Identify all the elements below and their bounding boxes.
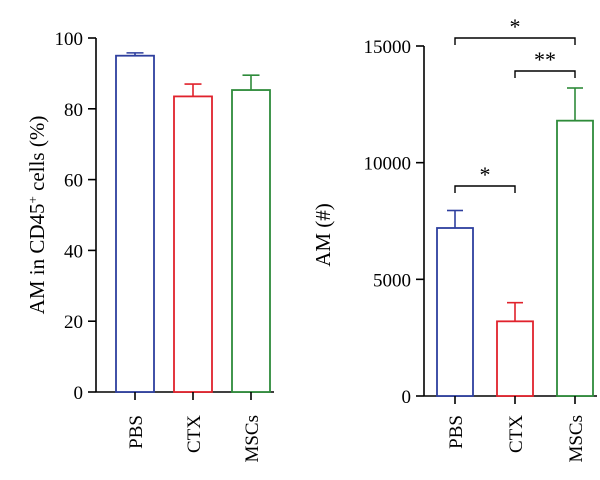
bar-mscs <box>556 119 594 397</box>
y-tick-label: 40 <box>64 241 83 262</box>
bar-pbs <box>115 54 155 393</box>
y-tick-label: 5000 <box>373 270 411 291</box>
x-tick-label: CTX <box>184 415 205 453</box>
y-tick-label: 60 <box>64 171 83 192</box>
y-tick-label: 20 <box>64 312 83 333</box>
significance-label: ** <box>534 47 556 72</box>
y-tick-label: 10000 <box>364 154 412 175</box>
y-axis-title-tail: cells (%) <box>25 116 49 196</box>
bar-mscs <box>231 89 271 393</box>
significance-bracket <box>454 37 576 45</box>
x-tick-label: MSCs <box>566 415 587 463</box>
significance-bracket <box>514 70 576 78</box>
x-tick-label: MSCs <box>242 415 263 463</box>
bar-pbs <box>436 227 474 397</box>
y-tick-label: 15000 <box>364 37 412 58</box>
significance-label: * <box>480 162 491 187</box>
x-tick-label: PBS <box>126 415 147 449</box>
x-tick-label: PBS <box>446 415 467 449</box>
y-axis-title: AM (#) <box>311 203 335 267</box>
y-tick-label: 0 <box>402 387 412 408</box>
y-axis-title: AM in CD45+ cells (%) <box>25 116 50 315</box>
y-tick-label: 100 <box>55 29 84 50</box>
significance-label: * <box>510 14 521 39</box>
y-tick-label: 80 <box>64 100 83 121</box>
chart-panel-left: 0 20 40 60 80 100 PBS CTX MSCs AM in CD45+ cells … <box>25 29 274 463</box>
y-axis-title-superscript: + <box>25 196 40 203</box>
y-axis-title-main: AM in CD45 <box>25 203 49 314</box>
y-tick-label: 0 <box>74 383 84 404</box>
x-tick-label: CTX <box>506 415 527 453</box>
bar-ctx <box>173 95 213 393</box>
bar-ctx <box>496 320 534 397</box>
significance-bracket <box>454 185 516 193</box>
